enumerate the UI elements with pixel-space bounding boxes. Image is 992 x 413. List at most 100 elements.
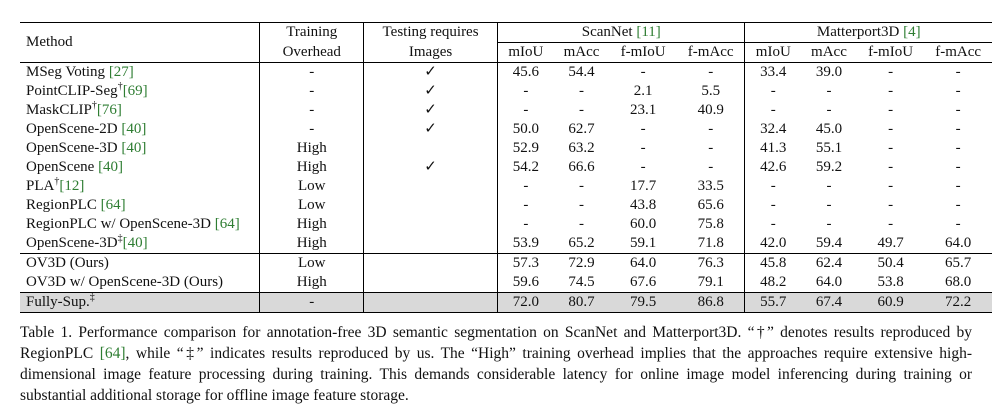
caption-part1: Table 1. Performance comparison for anno… <box>20 324 972 362</box>
metric-cell: - <box>888 121 894 137</box>
metric-cell: 86.8 <box>676 292 746 313</box>
metric-cell: - <box>826 178 832 194</box>
ours-row: OV3D (Ours) Low 57.3 72.9 64.0 76.3 45.8 62.4 50… <box>20 253 992 273</box>
metric-cell: 54.4 <box>553 62 610 82</box>
metric-cell: 41.3 <box>760 140 787 156</box>
metric-cell: - <box>770 216 776 232</box>
overhead-cell: High <box>259 234 365 254</box>
table-row: MSeg Voting [27] - ✓ 45.6 54.4- -33.4 39.0- - <box>20 62 992 82</box>
metric-header: mAcc <box>811 44 847 60</box>
metric-cell: 67.6 <box>629 274 657 290</box>
metric-cell: - <box>955 216 961 232</box>
metric-cell: 63.2 <box>568 140 595 156</box>
metric-cell: - <box>676 158 746 177</box>
metric-cell: 32.4 <box>760 121 787 137</box>
method-cell: PLA†[12] <box>20 177 261 196</box>
metric-cell: - <box>955 140 961 156</box>
testing-images-cell <box>363 292 499 313</box>
metric-cell: 76.3 <box>676 253 746 273</box>
testing-images-cell <box>363 196 499 215</box>
table-row: OpenScene-3D‡[40] High 53.9 65.2 59.1 71.8 42.… <box>20 234 992 254</box>
method-name: OpenScene-3D <box>26 235 118 251</box>
method-name: MSeg Voting <box>26 64 109 80</box>
ours-row: OV3D w/ OpenScene-3D (Ours) High 59.6 74.5 6… <box>20 273 992 293</box>
metric-cell: 65.2 <box>568 235 595 251</box>
metric-cell: - <box>640 159 646 175</box>
scannet-cite: [11] <box>636 24 661 40</box>
overhead-cell: High <box>259 215 365 234</box>
method-cite: [64] <box>100 197 126 213</box>
overhead-cell: - <box>259 120 365 139</box>
metric-cell: 75.8 <box>676 215 746 234</box>
header-testing-2: Images <box>363 42 499 63</box>
method-sup: ‡ <box>117 233 123 244</box>
header-training-1: Training <box>259 22 365 43</box>
method-name: Fully-Sup. <box>26 294 90 310</box>
metric-cell: - <box>579 197 584 213</box>
metric-cell: 33.4 <box>744 62 802 82</box>
metric-cell: 72.9 <box>553 253 610 273</box>
metric-cell: - <box>826 83 832 99</box>
metric-cell: 79.5 <box>609 292 677 313</box>
method-name: MaskCLIP <box>26 102 92 118</box>
metric-cell: 50.0 <box>512 121 539 137</box>
testing-images-cell: ✓ <box>363 82 499 101</box>
metric-cell: 40.9 <box>676 101 746 120</box>
testing-images-cell <box>363 215 499 234</box>
metric-cell: - <box>888 102 894 118</box>
metric-cell: 23.1 <box>629 102 657 118</box>
metric-cell: - <box>888 178 894 194</box>
baseline-rows: MSeg Voting [27] - ✓ 45.6 54.4- -33.4 39.0- - Po… <box>20 62 992 254</box>
metric-cell: 79.1 <box>676 273 746 293</box>
metric-cell: 57.3 <box>497 253 554 273</box>
metric-cell: 43.8 <box>629 197 657 213</box>
metric-cell: 65.7 <box>924 253 992 273</box>
metric-cell: 64.0 <box>945 235 972 251</box>
testing-images-cell <box>363 177 499 196</box>
metric-cell: - <box>888 216 894 232</box>
fully-sup-row: Fully-Sup.‡ -72.0 80.7 79.5 86.8 55.7 67.4 60.9… <box>20 292 992 313</box>
method-cite: [64] <box>214 216 240 232</box>
method-cell: OpenScene [40] <box>20 158 261 177</box>
metric-cell: 54.2 <box>512 159 539 175</box>
metric-header: f-mIoU <box>868 44 914 60</box>
metric-cell: 48.2 <box>760 274 787 290</box>
metric-cell: 65.6 <box>676 196 746 215</box>
header-row-1: Method Training Testing requires ScanNet… <box>20 22 992 63</box>
method-name: OpenScene-3D <box>26 140 122 156</box>
metric-header: f-mAcc <box>935 44 982 60</box>
method-cell: OpenScene-3D [40] <box>20 139 261 158</box>
metric-cell: 59.6 <box>512 274 539 290</box>
table-row: OpenScene-3D [40] High 52.9 63.2- -41.3 55.1-… <box>20 139 992 158</box>
method-cite: [40] <box>121 121 147 137</box>
scannet-label: ScanNet <box>581 24 633 40</box>
metric-cell: 80.7 <box>553 292 610 313</box>
method-name: PointCLIP-Seg <box>26 83 118 99</box>
method-sup: † <box>117 81 123 92</box>
method-cite: [40] <box>121 140 147 156</box>
metric-cell: - <box>579 83 584 99</box>
metric-cell: - <box>770 83 776 99</box>
metric-cell: 59.4 <box>815 235 843 251</box>
overhead-cell: High <box>259 273 365 293</box>
metric-cell: 71.8 <box>676 234 746 254</box>
metric-cell: 59.2 <box>815 159 843 175</box>
metric-cell: 42.0 <box>760 235 787 251</box>
caption-cite: [64] <box>99 345 126 362</box>
testing-images-cell: ✓ <box>363 158 499 177</box>
metric-cell: 66.6 <box>568 159 595 175</box>
metric-cell: - <box>826 216 832 232</box>
metric-cell: 68.0 <box>945 274 972 290</box>
metric-cell: - <box>955 83 961 99</box>
table-caption: Table 1. Performance comparison for anno… <box>20 322 972 406</box>
table-row: OpenScene [40] High ✓ 54.2 66.6- -42.6 59.2- - <box>20 158 992 177</box>
metric-cell: - <box>826 102 832 118</box>
method-cite: [76] <box>96 102 122 118</box>
testing-images-cell <box>363 253 499 273</box>
metric-cell: - <box>609 62 677 82</box>
metric-cell: - <box>523 197 529 213</box>
method-cell: OpenScene-2D [40] <box>20 120 261 139</box>
metric-cell: 45.0 <box>815 121 843 137</box>
metric-cell: 72.0 <box>497 292 554 313</box>
